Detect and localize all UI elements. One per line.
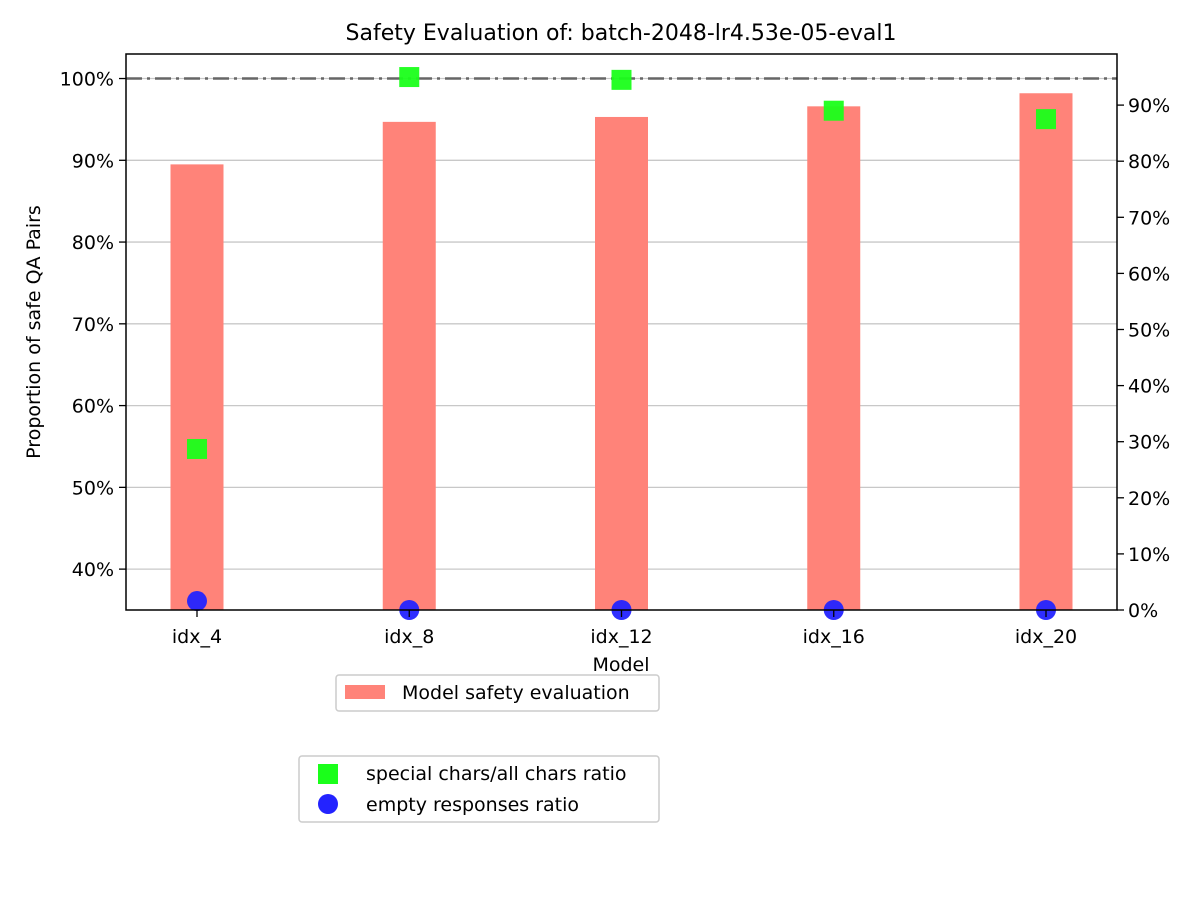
legend-box xyxy=(335,674,660,712)
right-tick-label: 50% xyxy=(1128,320,1170,342)
bar xyxy=(170,164,224,610)
left-tick-label: 80% xyxy=(72,232,114,254)
right-tick-label: 20% xyxy=(1128,488,1170,510)
right-tick-label: 40% xyxy=(1128,376,1170,398)
legend-special-chars-label: special chars/all chars ratio xyxy=(366,763,627,785)
right-axis: 0% 10% 20% 30% 40% 50% 60% 70% 80% 90% xyxy=(1117,95,1170,622)
left-tick-label: 60% xyxy=(72,396,114,418)
x-tick-label: idx_16 xyxy=(803,626,865,648)
legend-bars: Model safety evaluation xyxy=(335,674,660,712)
empty-responses-marker xyxy=(187,591,207,612)
legend-bar-label: Model safety evaluation xyxy=(402,682,630,704)
x-tick-label: idx_4 xyxy=(172,626,222,648)
bar xyxy=(382,121,436,610)
legend-square-marker xyxy=(318,764,338,784)
chart-title: Safety Evaluation of: batch-2048-lr4.53e… xyxy=(346,21,897,46)
special-chars-marker xyxy=(399,67,420,88)
y-axis-label: Proportion of safe QA Pairs xyxy=(23,205,45,459)
legend-empty-responses-label: empty responses ratio xyxy=(366,794,579,816)
right-tick-label: 70% xyxy=(1128,207,1170,229)
legend-bar-swatch xyxy=(345,685,385,699)
special-chars-marker xyxy=(1036,109,1056,130)
right-tick-label: 30% xyxy=(1128,432,1170,454)
legend-markers: special chars/all chars ratio empty resp… xyxy=(298,755,660,823)
legend-circle-marker xyxy=(318,794,338,814)
legend-box xyxy=(298,755,660,823)
x-axis-label: Model xyxy=(592,654,649,676)
bars xyxy=(170,93,1073,611)
right-tick-label: 60% xyxy=(1128,263,1170,285)
x-tick-label: idx_20 xyxy=(1015,626,1077,648)
x-tick-label: idx_8 xyxy=(384,626,434,648)
right-tick-label: 90% xyxy=(1128,95,1170,117)
special-chars-marker xyxy=(187,438,207,459)
special-chars-marker xyxy=(823,100,844,121)
x-axis: idx_4 idx_8 idx_12 idx_16 idx_20 xyxy=(172,610,1077,648)
right-tick-label: 80% xyxy=(1128,151,1170,173)
special-chars-marker xyxy=(611,69,632,90)
left-tick-label: 90% xyxy=(72,150,114,172)
bar xyxy=(807,106,861,611)
bar xyxy=(595,116,648,610)
left-tick-label: 100% xyxy=(60,69,114,91)
right-tick-label: 0% xyxy=(1128,600,1158,622)
left-tick-label: 50% xyxy=(72,477,114,499)
bar xyxy=(1019,93,1073,610)
left-tick-label: 40% xyxy=(72,559,114,581)
x-tick-label: idx_12 xyxy=(590,626,652,648)
left-axis: 40% 50% 60% 70% 80% 90% 100% xyxy=(60,69,126,581)
left-tick-label: 70% xyxy=(72,314,114,336)
right-tick-label: 10% xyxy=(1128,544,1170,566)
